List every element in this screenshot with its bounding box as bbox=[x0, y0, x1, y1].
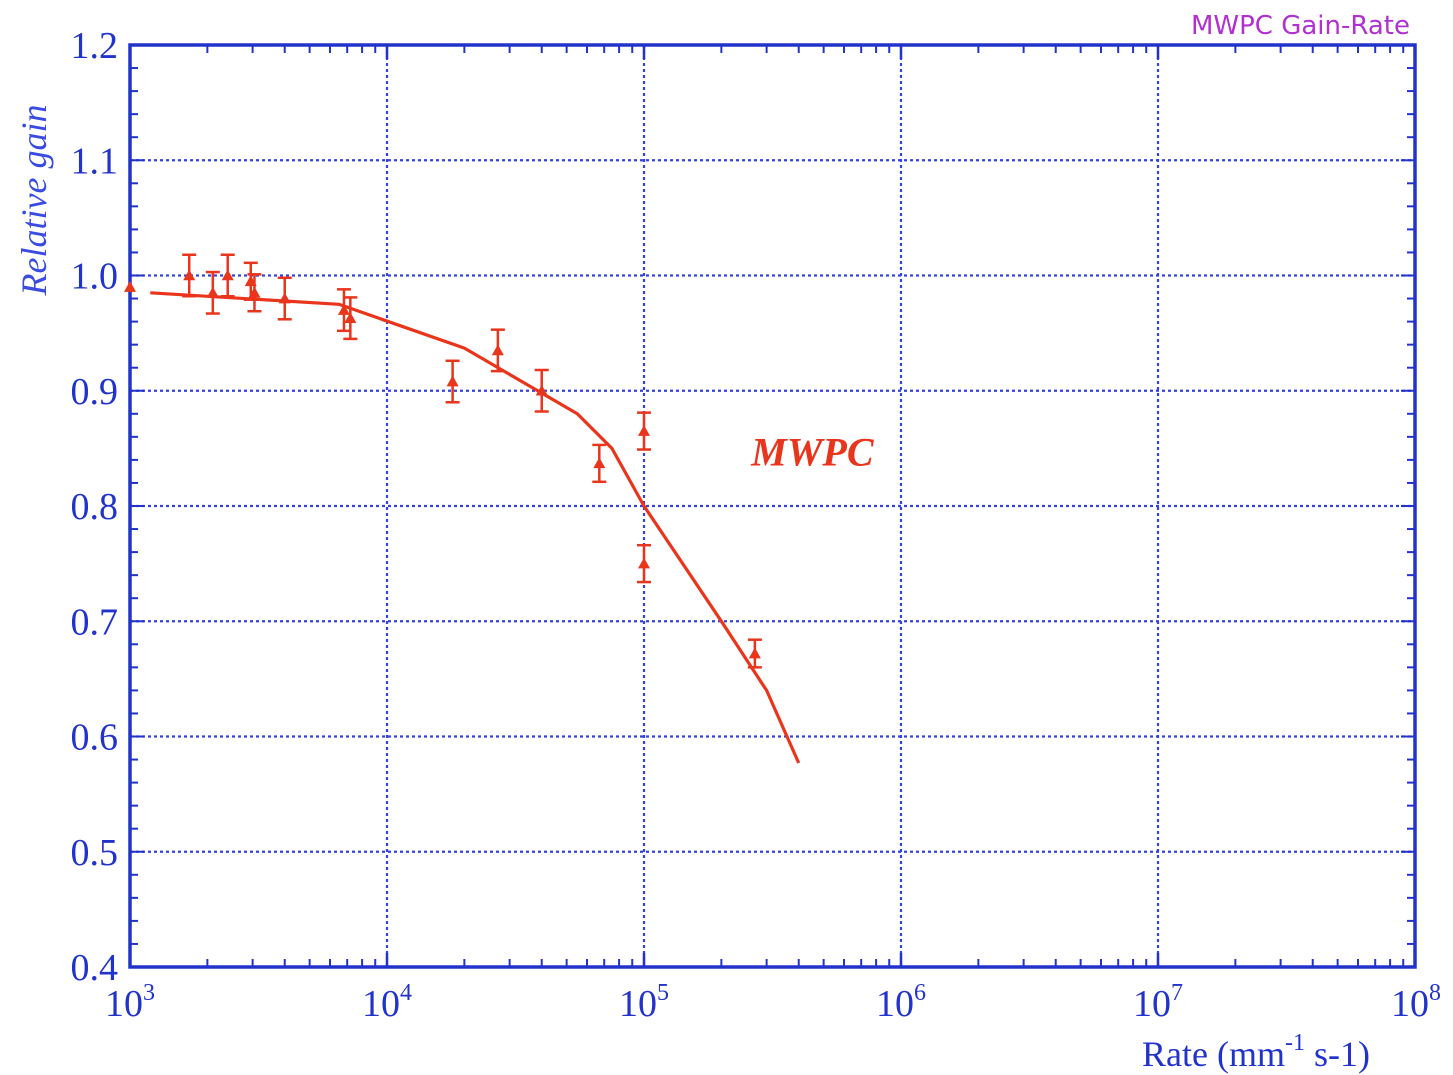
triangle-marker bbox=[535, 384, 548, 396]
triangle-marker bbox=[446, 375, 459, 387]
x-tick-label: 104 bbox=[362, 980, 412, 1025]
triangle-marker bbox=[638, 425, 650, 436]
y-tick-label: 1.2 bbox=[71, 25, 119, 67]
fit-curve-layer bbox=[150, 291, 801, 764]
triangle-marker bbox=[248, 286, 261, 298]
triangle-marker bbox=[221, 269, 234, 281]
triangle-marker bbox=[748, 647, 761, 659]
triangle-marker bbox=[638, 557, 650, 569]
series-annotation-mwpc: MWPC bbox=[750, 430, 875, 475]
y-tick-label: 0.9 bbox=[71, 371, 119, 413]
triangle-marker bbox=[206, 286, 219, 298]
data-point bbox=[445, 359, 460, 404]
y-tick-label: 0.5 bbox=[71, 832, 119, 874]
y-tick-label: 0.7 bbox=[71, 601, 119, 643]
triangle-marker bbox=[278, 292, 291, 304]
grid bbox=[130, 45, 1415, 967]
y-tick-label: 0.8 bbox=[71, 486, 119, 528]
x-axis-title-main: Rate (mm bbox=[1142, 1034, 1285, 1074]
y-tick-labels: 0.4 0.5 0.6 0.7 0.8 0.9 1.0 1.1 1.2 bbox=[71, 25, 119, 989]
x-axis-title: Rate (mm-1 s-1) bbox=[1142, 1030, 1370, 1074]
x-tick-label: 107 bbox=[1133, 980, 1183, 1025]
y-tick-label: 0.6 bbox=[71, 717, 119, 759]
triangle-marker bbox=[593, 457, 606, 469]
data-point bbox=[343, 296, 358, 341]
data-point bbox=[182, 253, 197, 298]
data-point bbox=[637, 411, 651, 451]
x-tick-label: 103 bbox=[105, 980, 155, 1025]
x-axis-title-tail: s-1) bbox=[1305, 1034, 1370, 1074]
data-point bbox=[637, 543, 651, 584]
data-point bbox=[490, 328, 505, 373]
triangle-marker bbox=[344, 312, 357, 323]
data-point bbox=[205, 270, 220, 315]
data-point bbox=[247, 273, 262, 313]
data-point bbox=[124, 281, 136, 292]
x-tick-label: 105 bbox=[619, 980, 669, 1025]
data-point bbox=[336, 288, 351, 333]
x-axis-title-exponent: -1 bbox=[1285, 1030, 1305, 1056]
data-point bbox=[592, 443, 607, 484]
chart-title: MWPC Gain-Rate bbox=[1191, 11, 1410, 41]
triangle-marker bbox=[491, 344, 504, 356]
data-point bbox=[277, 276, 292, 321]
y-tick-label: 1.1 bbox=[71, 140, 119, 182]
data-point bbox=[534, 368, 549, 413]
x-tick-labels: 103 104 105 106 107 108 bbox=[105, 980, 1441, 1025]
y-tick-label: 0.4 bbox=[71, 947, 119, 989]
data-point bbox=[747, 638, 762, 669]
data-point bbox=[220, 253, 235, 298]
y-tick-label: 1.0 bbox=[71, 256, 119, 298]
data-points-layer bbox=[124, 253, 762, 669]
fit-curve bbox=[150, 291, 801, 764]
triangle-marker bbox=[124, 281, 136, 292]
plot-area-frame bbox=[128, 43, 1417, 969]
triangle-marker bbox=[183, 269, 196, 281]
x-tick-label: 108 bbox=[1391, 980, 1441, 1025]
triangle-marker bbox=[337, 304, 350, 315]
x-tick-label: 106 bbox=[876, 980, 926, 1025]
y-axis-title: Relative gain bbox=[14, 105, 54, 297]
